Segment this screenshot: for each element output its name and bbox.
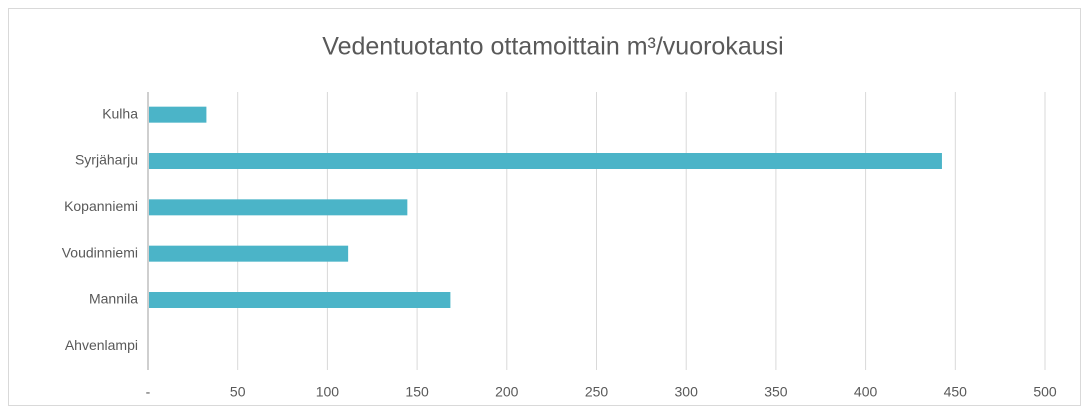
bar: [149, 106, 207, 123]
x-tick-label: 400: [854, 384, 878, 400]
bar: [149, 153, 942, 169]
x-tick-label: -: [146, 384, 151, 400]
x-tick-label: 250: [585, 384, 609, 400]
bar: [149, 245, 349, 262]
x-tick-label: 450: [944, 384, 968, 400]
x-tick-label: 50: [230, 384, 246, 400]
x-tick-label: 350: [764, 384, 788, 400]
y-tick-label: Voudinniemi: [62, 244, 138, 260]
y-tick-label: Kulha: [102, 105, 138, 121]
y-tick-label: Mannila: [89, 291, 138, 307]
chart-title: Vedentuotanto ottamoittain m³/vuorokausi: [322, 33, 783, 61]
bar: [149, 199, 408, 216]
bar: [149, 292, 451, 308]
x-tick-label: 300: [675, 384, 699, 400]
x-tick-label: 150: [405, 384, 429, 400]
x-tick-label: 100: [316, 384, 340, 400]
x-tick-label: 500: [1033, 384, 1057, 400]
y-tick-label: Ahvenlampi: [65, 337, 138, 353]
y-tick-label: Syrjäharju: [75, 152, 138, 168]
y-tick-label: Kopanniemi: [64, 198, 138, 214]
x-tick-label: 200: [495, 384, 519, 400]
